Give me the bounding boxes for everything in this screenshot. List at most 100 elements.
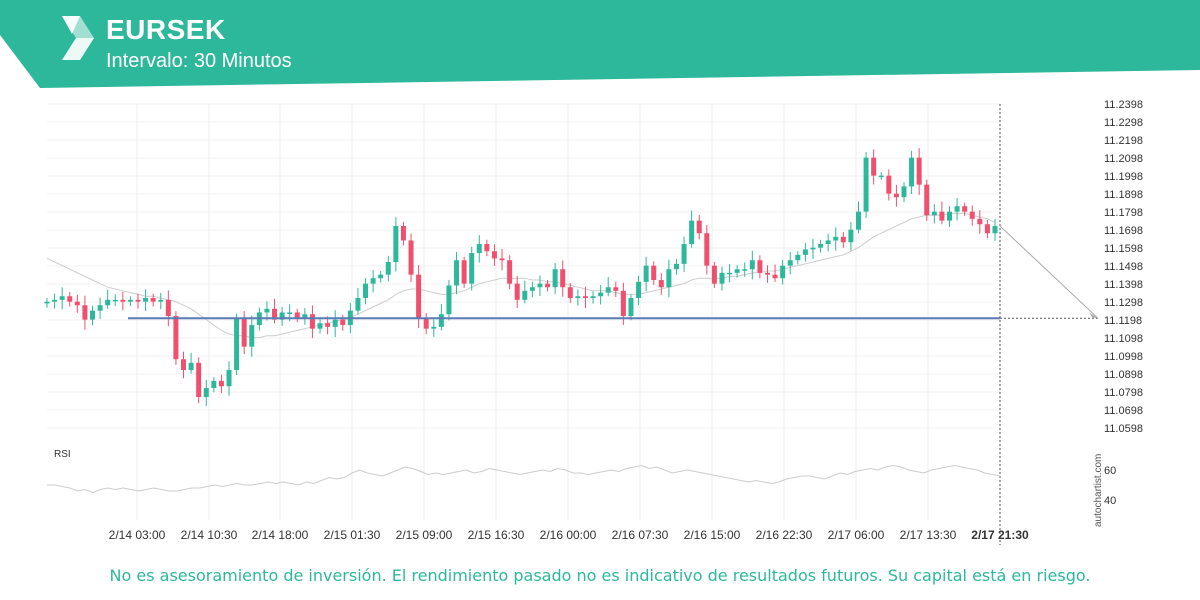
candle-body	[878, 175, 884, 178]
forecast-arrow	[999, 104, 1099, 545]
candle-body	[666, 269, 672, 288]
candle-body	[423, 317, 429, 329]
candle-body	[59, 296, 65, 300]
candle-body	[74, 301, 80, 306]
price-chart: 11.2398 11.2298 11.2198 11.2098 11.1998 11.18…	[44, 99, 1143, 545]
candle-body	[673, 263, 679, 270]
logo-icon	[62, 16, 94, 60]
rsi-tick-label: 40	[1104, 495, 1116, 507]
candle-body	[658, 280, 664, 288]
candle-body	[332, 319, 338, 327]
candle-body	[613, 287, 619, 291]
candle-body	[818, 244, 824, 248]
x-tick-label: 2/17 21:30	[971, 528, 1029, 542]
interval-subtitle: Intervalo: 30 Minutos	[106, 50, 292, 72]
x-tick-label: 2/15 01:30	[324, 528, 381, 542]
candle-body	[537, 283, 543, 288]
candle-body	[651, 265, 657, 281]
candle-body	[567, 287, 573, 299]
candle-body	[734, 269, 740, 273]
candle-body	[514, 283, 520, 300]
candle-body	[67, 296, 73, 302]
candle-body	[939, 211, 945, 221]
candle-body	[393, 226, 399, 263]
watermark: autochartist.com	[1093, 454, 1104, 527]
candle-body	[226, 370, 232, 387]
candle-body	[507, 260, 513, 284]
candle-body	[317, 323, 323, 329]
candle-body	[90, 310, 96, 320]
candle-body	[272, 308, 278, 320]
candle-body	[977, 218, 983, 225]
y-tick-label: 11.1998	[1104, 171, 1143, 183]
candle-body	[696, 220, 702, 234]
candle-body	[173, 316, 179, 360]
candle-body	[438, 314, 444, 327]
candle-body	[954, 206, 960, 212]
x-tick-label: 2/15 09:00	[396, 528, 453, 542]
candle-body	[44, 301, 50, 304]
candle-body	[962, 206, 968, 212]
y-tick-label: 11.1698	[1104, 225, 1143, 237]
x-tick-label: 2/16 15:00	[684, 528, 741, 542]
candle-body	[840, 236, 846, 243]
candle-body	[408, 240, 414, 275]
header-banner	[0, 0, 1200, 88]
candle-body	[901, 186, 907, 198]
candle-body	[196, 362, 202, 398]
y-tick-label: 11.1798	[1104, 207, 1143, 219]
y-tick-label: 11.0798	[1104, 387, 1143, 399]
candle-body	[112, 299, 118, 302]
x-tick-label: 2/17 13:30	[900, 528, 957, 542]
candle-body	[946, 211, 952, 221]
candle-body	[757, 260, 763, 273]
candle-body	[476, 244, 482, 254]
candle-body	[127, 299, 133, 302]
y-tick-label: 11.0898	[1104, 369, 1143, 381]
y-tick-label: 11.0598	[1104, 423, 1143, 435]
x-tick-label: 2/16 07:30	[612, 528, 669, 542]
candle-body	[780, 265, 786, 279]
candle-body	[681, 244, 687, 264]
y-tick-label: 11.1198	[1104, 315, 1142, 327]
y-tick-label: 11.1398	[1104, 279, 1143, 291]
candle-body	[158, 299, 164, 302]
candle-body	[909, 157, 915, 187]
candle-body	[552, 269, 558, 288]
candle-body	[628, 298, 634, 317]
x-tick-label: 2/14 10:30	[181, 528, 238, 542]
candle-body	[469, 253, 475, 284]
candle-body	[598, 292, 604, 297]
candle-body	[82, 305, 88, 320]
candle-body	[886, 175, 892, 194]
candle-body	[810, 247, 816, 250]
candle-body	[234, 317, 240, 371]
y-tick-label: 11.2098	[1104, 153, 1143, 165]
y-tick-label: 11.1498	[1104, 261, 1143, 273]
candle-body	[582, 296, 588, 299]
candle-body	[416, 274, 422, 318]
grid-lines	[47, 103, 1001, 520]
candle-body	[150, 298, 156, 302]
candle-body	[370, 278, 376, 284]
candle-body	[575, 296, 581, 299]
candle-body	[727, 272, 733, 275]
candle-body	[454, 260, 460, 286]
x-tick-label: 2/17 06:00	[828, 528, 885, 542]
candle-body	[522, 290, 528, 300]
y-axis-ticks: 11.2398 11.2298 11.2198 11.2098 11.1998 11.18…	[1104, 99, 1143, 435]
candle-body	[309, 314, 315, 329]
candle-body	[802, 249, 808, 255]
x-axis-ticks: 2/14 03:00 2/14 10:30 2/14 18:00 2/15 01:30…	[109, 528, 1029, 542]
x-tick-label: 2/14 03:00	[109, 528, 166, 542]
candle-body	[279, 312, 285, 320]
rsi-tick-label: 60	[1104, 465, 1116, 477]
x-tick-label: 2/15 16:30	[468, 528, 525, 542]
candle-body	[97, 305, 103, 311]
candle-body	[795, 254, 801, 261]
candle-body	[378, 274, 384, 279]
candle-body	[218, 380, 224, 387]
candle-body	[340, 319, 346, 326]
candle-body	[620, 290, 626, 317]
candle-body	[484, 244, 490, 252]
